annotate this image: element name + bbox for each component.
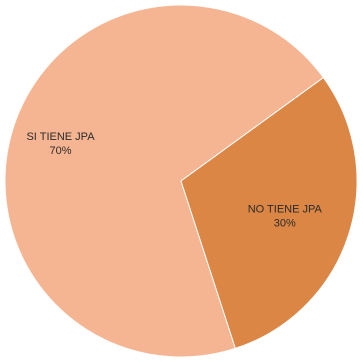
- slices-layer: [4, 4, 358, 358]
- slice-value-label: 70%: [49, 145, 71, 157]
- slice-value-label: 30%: [274, 218, 296, 230]
- slice-category-label: SI TIENE JPA: [26, 131, 95, 143]
- slice-category-label: NO TIENE JPA: [248, 204, 323, 216]
- pie-slice-no-tiene-jpa: [180, 76, 358, 350]
- labels-layer: SI TIENE JPA 70% NO TIENE JPA 30%: [26, 131, 322, 230]
- pie-slice-si-tiene-jpa: [4, 4, 325, 358]
